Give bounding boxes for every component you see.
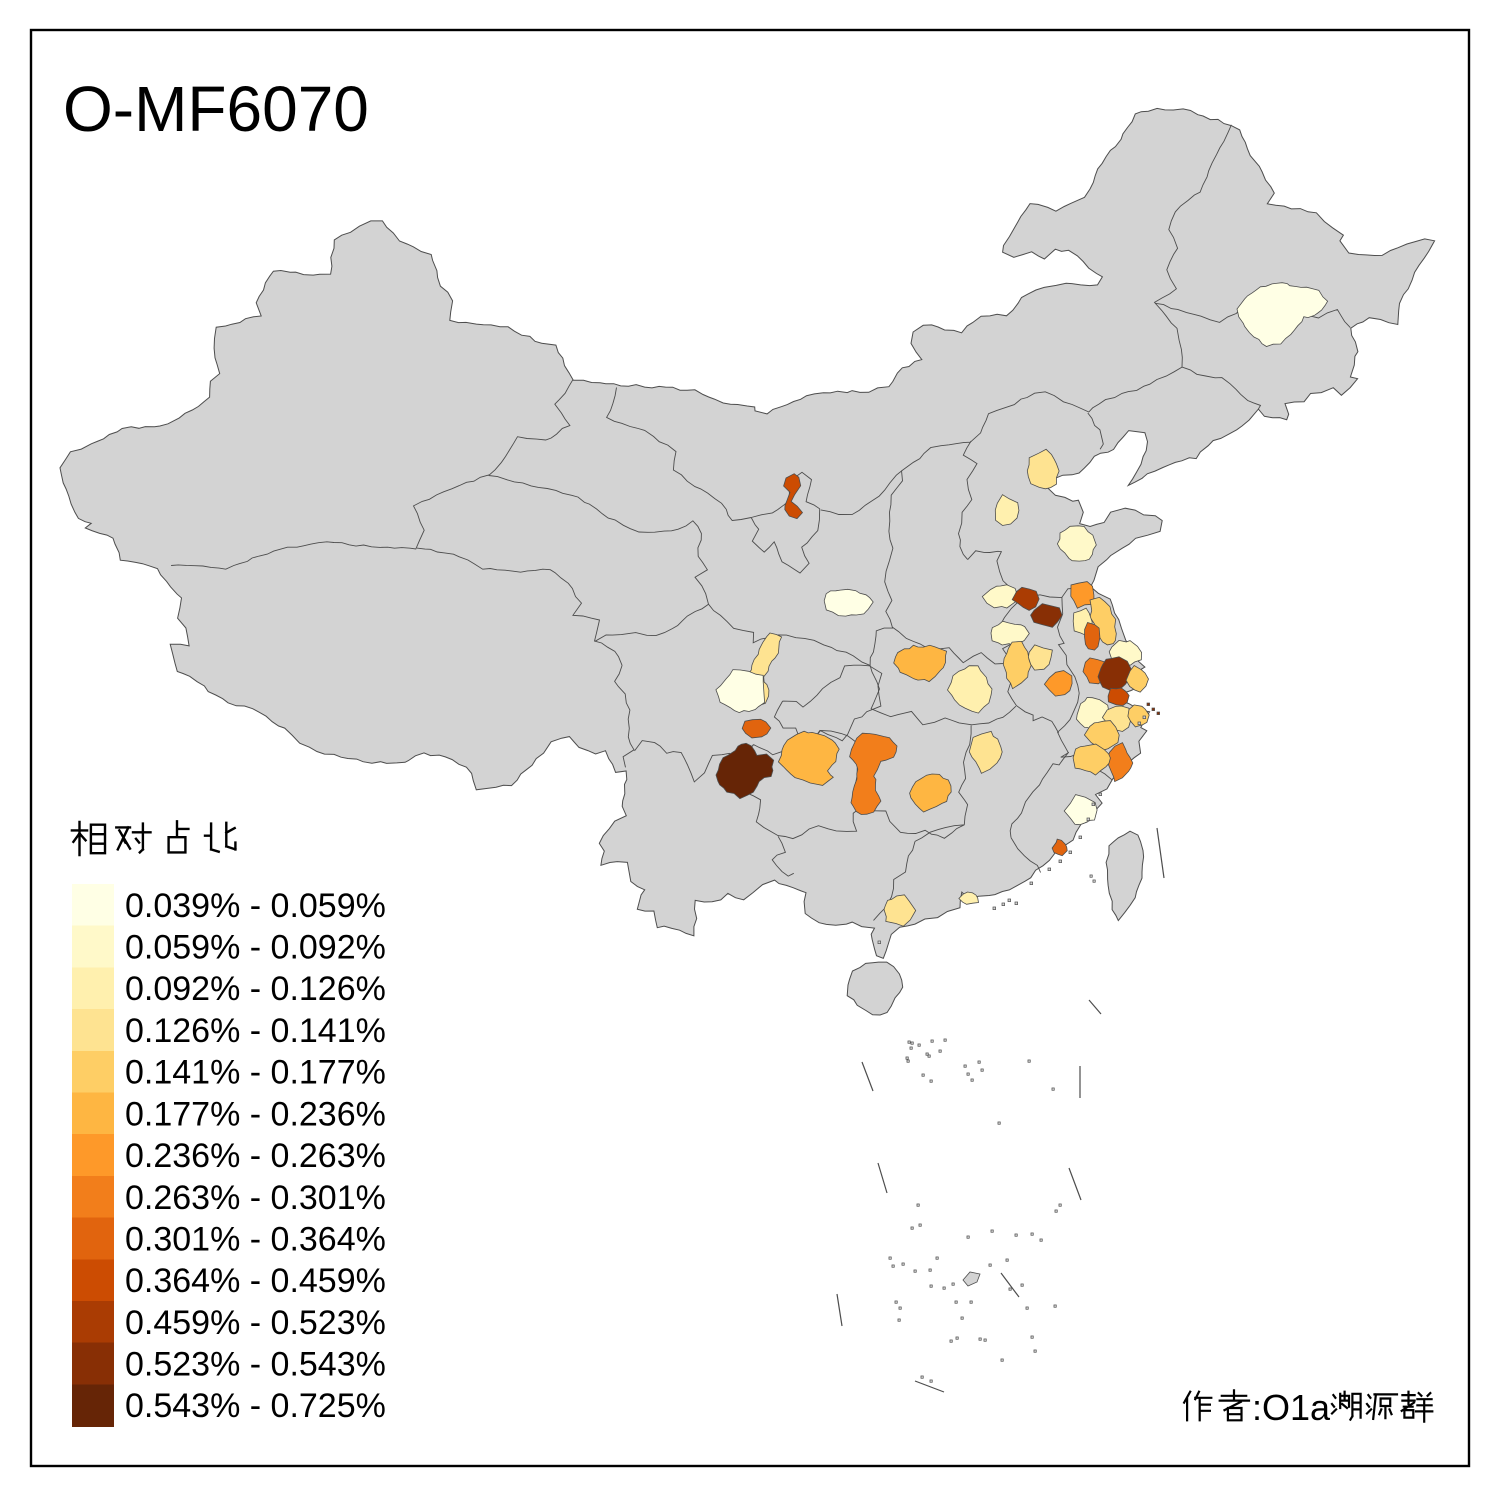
svg-text:0.523% - 0.543%: 0.523% - 0.543% (125, 1346, 386, 1384)
svg-text::O1a: :O1a (1252, 1387, 1331, 1428)
svg-text:0.263% - 0.301%: 0.263% - 0.301% (125, 1179, 386, 1217)
svg-text:0.177% - 0.236%: 0.177% - 0.236% (125, 1095, 386, 1133)
svg-text:0.543% - 0.725%: 0.543% - 0.725% (125, 1387, 386, 1425)
svg-text:0.459% - 0.523%: 0.459% - 0.523% (125, 1304, 386, 1342)
svg-text:0.141% - 0.177%: 0.141% - 0.177% (125, 1054, 386, 1092)
svg-text:O-MF6070: O-MF6070 (63, 73, 369, 145)
svg-text:0.236% - 0.263%: 0.236% - 0.263% (125, 1137, 386, 1175)
svg-text:0.301% - 0.364%: 0.301% - 0.364% (125, 1220, 386, 1258)
svg-text:0.092% - 0.126%: 0.092% - 0.126% (125, 970, 386, 1008)
svg-text:0.126% - 0.141%: 0.126% - 0.141% (125, 1012, 386, 1050)
svg-text:0.059% - 0.092%: 0.059% - 0.092% (125, 929, 386, 967)
svg-text:0.039% - 0.059%: 0.039% - 0.059% (125, 887, 386, 925)
svg-text:0.364% - 0.459%: 0.364% - 0.459% (125, 1262, 386, 1300)
